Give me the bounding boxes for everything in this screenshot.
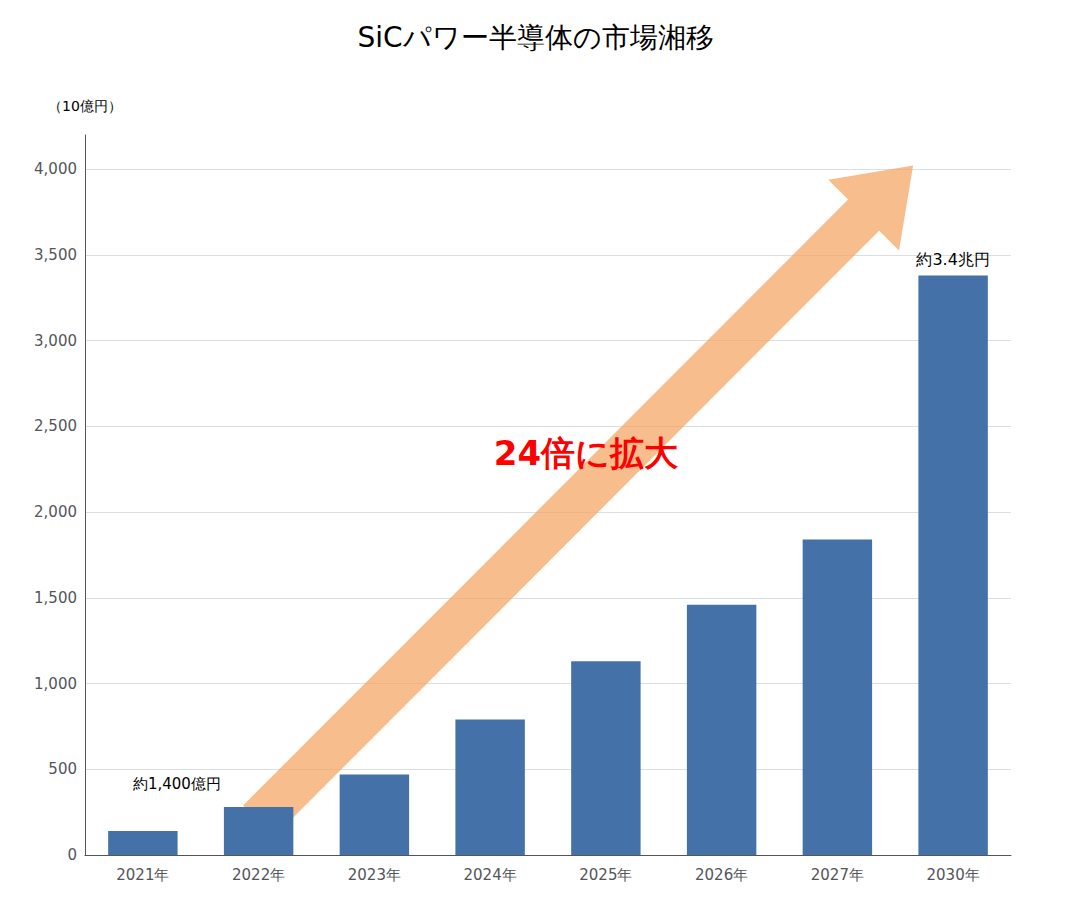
svg-text:1,500: 1,500 (34, 589, 77, 607)
svg-text:24倍に拡大: 24倍に拡大 (494, 433, 678, 473)
svg-text:4,000: 4,000 (34, 160, 77, 178)
svg-text:約1,400億円: 約1,400億円 (133, 775, 221, 793)
svg-text:1,000: 1,000 (34, 675, 77, 693)
svg-text:2026年: 2026年 (695, 866, 748, 884)
svg-text:約3.4兆円: 約3.4兆円 (916, 250, 989, 269)
svg-text:2,500: 2,500 (34, 417, 77, 435)
svg-text:2025年: 2025年 (579, 866, 632, 884)
svg-text:2021年: 2021年 (116, 866, 169, 884)
svg-text:2027年: 2027年 (811, 866, 864, 884)
svg-text:2024年: 2024年 (464, 866, 517, 884)
svg-text:3,500: 3,500 (34, 246, 77, 264)
svg-text:2030年: 2030年 (927, 866, 980, 884)
svg-text:500: 500 (48, 760, 77, 778)
svg-text:0: 0 (67, 846, 77, 864)
svg-text:SiCパワー半導体の市場湘移: SiCパワー半導体の市場湘移 (357, 21, 713, 54)
svg-text:2022年: 2022年 (232, 866, 285, 884)
svg-text:3,000: 3,000 (34, 332, 77, 350)
svg-text:2,000: 2,000 (34, 503, 77, 521)
svg-text:（10億円）: （10億円） (48, 98, 122, 114)
svg-text:2023年: 2023年 (348, 866, 401, 884)
